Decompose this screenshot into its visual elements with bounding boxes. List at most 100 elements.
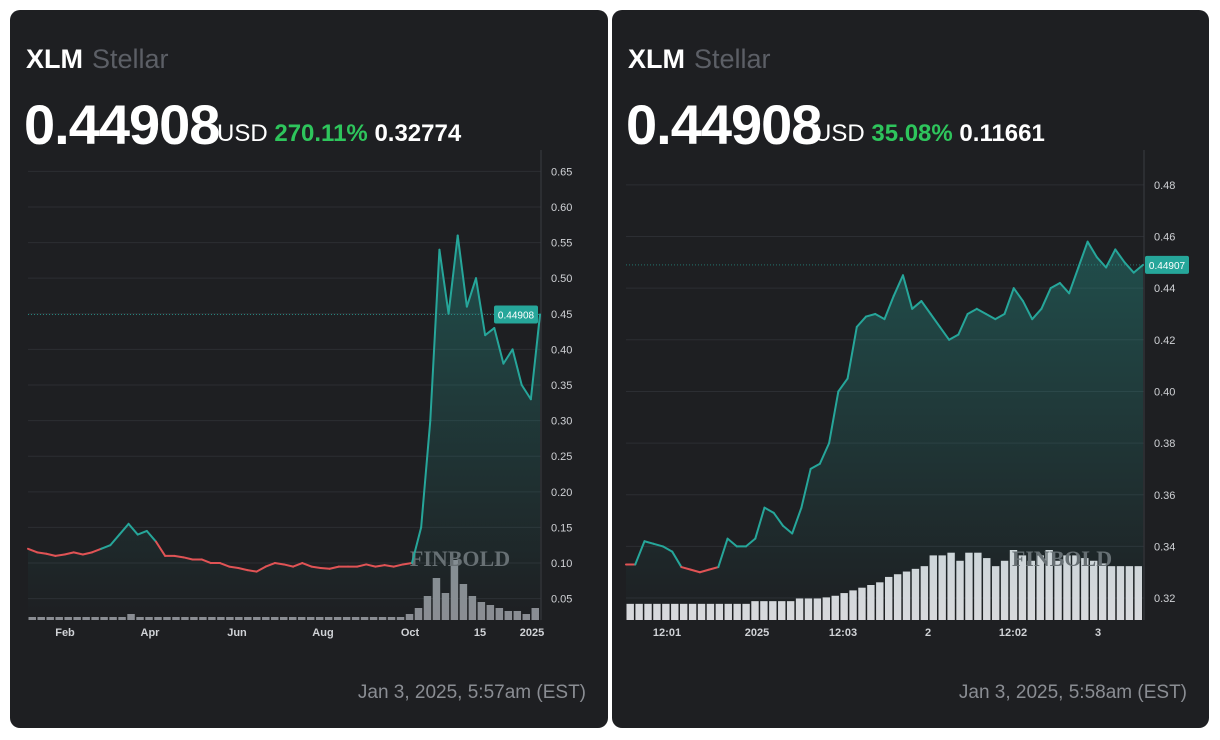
price-line-segment — [1077, 240, 1089, 269]
price-line-segment — [634, 540, 646, 566]
price-line-segment — [818, 442, 831, 465]
asset-name: Stellar — [694, 44, 771, 74]
currency: USD — [814, 120, 865, 147]
y-tick-label: 0.65 — [551, 166, 572, 178]
price-line-segment — [883, 294, 895, 321]
y-tick-label: 0.45 — [551, 309, 572, 321]
price-line-segment — [1068, 266, 1080, 295]
x-tick-label: 12:03 — [829, 627, 857, 639]
y-tick-label: 0.10 — [551, 558, 572, 570]
price-line-segment — [401, 562, 413, 566]
price-line-segment — [328, 565, 340, 570]
y-tick-label: 0.34 — [1154, 541, 1175, 553]
price-line-segment — [511, 348, 523, 386]
x-tick-label: Oct — [401, 627, 420, 639]
y-tick-label: 0.05 — [551, 594, 572, 606]
y-tick-label: 0.35 — [551, 380, 572, 392]
price-line-segment — [800, 467, 812, 509]
price-line-segment — [264, 562, 276, 568]
y-tick-label: 0.60 — [551, 202, 572, 214]
price-line-segment — [45, 552, 57, 557]
x-tick-label: 2025 — [520, 627, 544, 639]
price-line-segment — [865, 312, 877, 318]
y-tick-label: 0.32 — [1154, 593, 1175, 605]
price-line-segment — [182, 556, 194, 561]
price-line-segment — [920, 300, 932, 315]
price-line-segment — [1012, 287, 1024, 303]
price-line-segment — [365, 563, 377, 568]
price-line-segment — [957, 312, 969, 336]
price-line-segment — [726, 537, 738, 548]
price-line-segment — [1123, 261, 1135, 274]
price-line-segment — [901, 274, 914, 310]
y-tick-label: 0.36 — [1154, 490, 1175, 502]
price-line-segment — [447, 234, 459, 315]
x-tick-label: Aug — [312, 627, 333, 639]
price-line-segment — [781, 524, 794, 535]
price-line-segment — [484, 327, 496, 337]
change-percent: 270.11% — [274, 120, 368, 147]
price-line-segment — [319, 567, 331, 570]
price-line-segment — [1095, 256, 1108, 269]
price-line-segment — [680, 566, 692, 571]
y-tick-label: 0.15 — [551, 522, 572, 534]
price: 0.44908 — [24, 93, 220, 156]
y-tick-label: 0.48 — [1154, 180, 1175, 192]
y-tick-label: 0.25 — [551, 451, 572, 463]
last-price-badge — [494, 305, 538, 324]
last-price-label: 0.44907 — [1149, 261, 1186, 272]
price-line-segment — [717, 537, 729, 569]
price-line-segment — [661, 545, 674, 553]
price-line-segment — [493, 327, 505, 365]
price-line-segment — [310, 565, 322, 570]
price-line-segment — [63, 551, 75, 556]
price-details: USD 270.11% 0.32774 — [217, 120, 461, 148]
price-line-segment — [708, 566, 720, 571]
price-details: USD 35.08% 0.11661 — [814, 120, 1045, 148]
price-line-segment — [81, 551, 93, 556]
price-line-segment — [745, 537, 757, 548]
price-line-segment — [643, 540, 655, 545]
price-line-segment — [173, 554, 185, 559]
x-tick-label: 15 — [474, 627, 486, 639]
price-line-segment — [392, 563, 404, 568]
price-line-segment — [237, 567, 249, 572]
x-tick-label: 2 — [925, 627, 931, 639]
price-line-segment — [283, 563, 295, 568]
price-line-segment — [456, 234, 468, 308]
price-line-segment — [985, 312, 997, 321]
price-line-segment — [411, 526, 423, 565]
price-line-segment — [1031, 307, 1043, 321]
price-line-segment — [246, 569, 258, 573]
price-line-segment — [438, 248, 450, 315]
price-line-segment — [36, 551, 48, 555]
price-line-segment — [273, 562, 285, 566]
price-line-segment — [791, 506, 803, 535]
x-tick-label: Feb — [55, 627, 75, 639]
price-line-segment — [219, 562, 231, 568]
price-line-segment — [975, 307, 988, 315]
x-tick-label: 2025 — [745, 627, 769, 639]
x-tick-label: 12:01 — [653, 627, 681, 639]
price-line-segment — [846, 325, 858, 380]
price-line-segment — [429, 248, 441, 422]
price-line-segment — [1003, 287, 1015, 315]
y-tick-label: 0.46 — [1154, 232, 1175, 244]
price-line-segment — [118, 522, 130, 536]
symbol: XLM — [628, 44, 685, 74]
price-line-segment — [1021, 300, 1034, 321]
price-line-segment — [109, 533, 121, 547]
price-line-segment — [54, 553, 66, 557]
price-line-segment — [772, 511, 784, 527]
last-price-label: 0.44908 — [498, 311, 535, 322]
price-line-segment — [155, 540, 167, 557]
price-line-segment — [828, 390, 840, 445]
price-line-segment — [809, 462, 821, 470]
price-line-segment — [754, 506, 766, 540]
area-fill — [28, 235, 540, 621]
asset-name: Stellar — [92, 44, 169, 74]
price-line-segment — [938, 325, 951, 341]
price-line-segment — [652, 542, 664, 548]
price-line-segment — [698, 568, 711, 574]
price-line-segment — [228, 565, 240, 570]
